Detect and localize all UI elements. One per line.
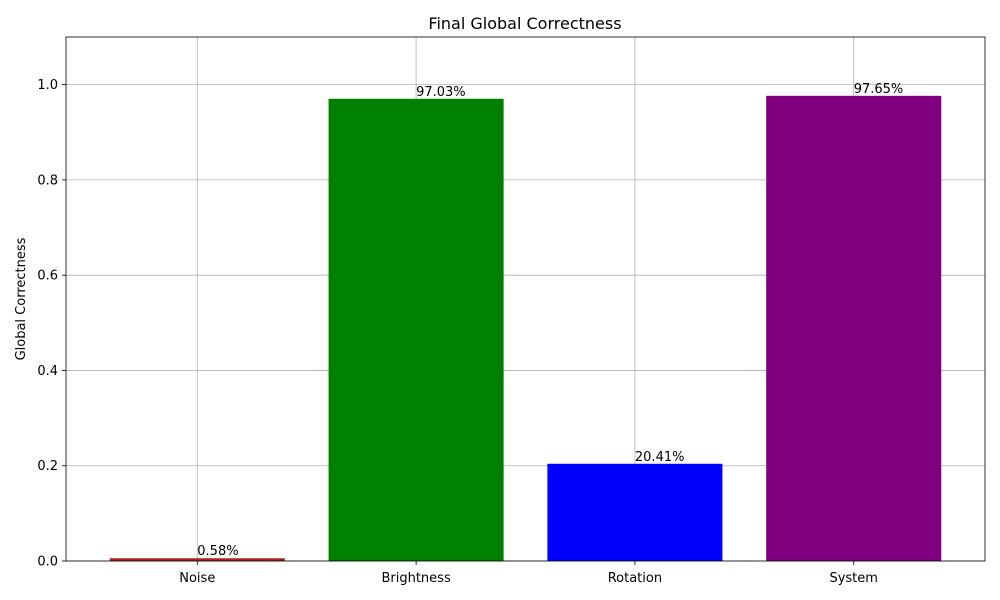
x-tick-label: Brightness — [381, 571, 450, 586]
bar-system — [766, 95, 942, 562]
y-tick-label: 0.8 — [37, 173, 58, 188]
y-axis-label: Global Correctness — [14, 237, 29, 360]
y-tick-label: 1.0 — [37, 78, 58, 93]
data-label: 20.41% — [635, 450, 685, 465]
y-tick-label: 0.4 — [37, 364, 58, 379]
data-labels: 0.58% 97.03% 20.41% 97.65% — [197, 82, 903, 559]
bar-rotation — [547, 463, 723, 561]
data-label: 97.03% — [416, 85, 466, 100]
bar-noise — [109, 558, 285, 561]
bars — [109, 95, 942, 562]
data-label: 97.65% — [854, 82, 904, 97]
y-tick-label: 0.2 — [37, 459, 58, 474]
chart-title: Final Global Correctness — [428, 14, 621, 33]
x-tick-label: Rotation — [608, 571, 662, 586]
data-label: 0.58% — [197, 544, 238, 559]
plot-frame — [65, 36, 986, 562]
axes: 0.0 0.2 0.4 0.6 0.8 1.0 Noise Brightness Rotatio… — [37, 36, 986, 586]
y-tick-label: 0.0 — [37, 555, 58, 570]
bar-brightness — [328, 98, 504, 561]
y-tick-label: 0.6 — [37, 269, 58, 284]
x-tick-label: System — [829, 571, 877, 586]
x-tick-label: Noise — [179, 571, 215, 586]
